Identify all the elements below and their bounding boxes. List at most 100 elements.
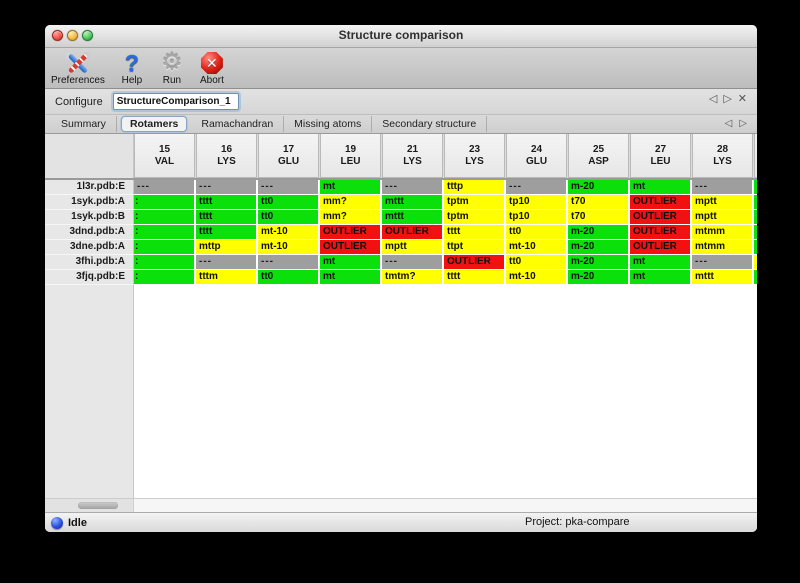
rotamer-cell-partial[interactable] <box>754 270 757 284</box>
rotamer-cell[interactable]: mtmm <box>692 240 752 254</box>
rotamer-cell[interactable]: ttpt <box>444 240 504 254</box>
rotamer-cell[interactable]: m-20 <box>568 255 628 269</box>
preferences-button[interactable]: Preferences <box>51 51 105 86</box>
row-label[interactable]: 3dnd.pdb:A <box>45 225 134 240</box>
rotamer-cell[interactable]: : <box>134 225 194 239</box>
abort-button[interactable]: ✕ Abort <box>199 51 225 86</box>
rotamer-cell[interactable]: tttt <box>196 210 256 224</box>
rotamer-cell[interactable]: tttp <box>444 180 504 194</box>
rotamer-cell[interactable]: --- <box>196 255 256 269</box>
rotamer-cell[interactable]: mt-10 <box>506 270 566 284</box>
minimize-window-button[interactable] <box>67 30 78 41</box>
row-label[interactable]: 1syk.pdb:A <box>45 195 134 210</box>
tab-summary[interactable]: Summary <box>51 116 117 132</box>
rotamer-cell[interactable]: mt-10 <box>258 240 318 254</box>
task-name-input[interactable] <box>112 93 239 110</box>
rotamer-cell[interactable]: mt <box>630 255 690 269</box>
rotamer-cell[interactable]: : <box>134 210 194 224</box>
rotamer-cell[interactable]: OUTLIER <box>630 240 690 254</box>
rotamer-cell[interactable]: tttt <box>196 195 256 209</box>
rotamer-cell[interactable]: mttt <box>382 195 442 209</box>
rotamer-cell[interactable]: tptm <box>444 195 504 209</box>
rotamer-cell[interactable]: --- <box>506 180 566 194</box>
rotamer-cell[interactable]: tt0 <box>258 195 318 209</box>
rotamer-cell[interactable]: --- <box>258 180 318 194</box>
rotamer-cell[interactable]: mt-10 <box>258 225 318 239</box>
rotamer-cell[interactable]: mt <box>320 270 380 284</box>
rotamer-cell[interactable]: m-20 <box>568 270 628 284</box>
rotamer-cell[interactable]: --- <box>134 180 194 194</box>
rotamer-cell-partial[interactable] <box>754 225 757 239</box>
next-task-icon[interactable]: ▷ <box>723 93 732 105</box>
rotamer-cell[interactable]: : <box>134 270 194 284</box>
rotamer-cell[interactable]: mt <box>630 270 690 284</box>
rotamer-cell[interactable]: t70 <box>568 195 628 209</box>
rotamer-cell[interactable]: OUTLIER <box>320 240 380 254</box>
rotamer-cell[interactable]: tp10 <box>506 210 566 224</box>
rotamer-cell[interactable]: --- <box>692 180 752 194</box>
rotamer-cell[interactable]: : <box>134 255 194 269</box>
rotamer-cell[interactable]: mt <box>320 255 380 269</box>
rotamer-cell-partial[interactable] <box>754 195 757 209</box>
rotamer-cell[interactable]: OUTLIER <box>382 225 442 239</box>
rotamer-cell[interactable]: --- <box>692 255 752 269</box>
rotamer-cell-partial[interactable] <box>754 240 757 254</box>
rotamer-cell[interactable]: mptt <box>382 240 442 254</box>
rotamer-cell[interactable]: --- <box>196 180 256 194</box>
rotamer-cell[interactable]: m-20 <box>568 240 628 254</box>
tabs-scroll-right-icon[interactable]: ▷ <box>739 118 747 129</box>
tabs-scroll-left-icon[interactable]: ◁ <box>724 118 733 129</box>
row-label[interactable]: 3dne.pdb:A <box>45 240 134 255</box>
rotamer-cell[interactable]: mttp <box>196 240 256 254</box>
rotamer-cell[interactable]: mm? <box>320 195 380 209</box>
rotamer-cell[interactable]: tmtm? <box>382 270 442 284</box>
rotamer-cell[interactable]: : <box>134 240 194 254</box>
rotamer-cell[interactable]: mptt <box>692 195 752 209</box>
rotamer-cell[interactable]: mptt <box>692 210 752 224</box>
rotamer-cell[interactable]: m-20 <box>568 180 628 194</box>
rotamer-cell[interactable]: mt <box>320 180 380 194</box>
rotamer-cell-partial[interactable] <box>754 210 757 224</box>
rotamer-cell[interactable]: mttt <box>692 270 752 284</box>
previous-task-icon[interactable]: ◁ <box>708 93 718 105</box>
rotamer-cell[interactable]: --- <box>258 255 318 269</box>
rotamer-cell[interactable]: OUTLIER <box>630 195 690 209</box>
rotamer-cell[interactable]: tptm <box>444 210 504 224</box>
tab-ramachandran[interactable]: Ramachandran <box>191 116 285 132</box>
rotamer-cell[interactable]: tt0 <box>258 210 318 224</box>
rotamer-cell[interactable]: tt0 <box>258 270 318 284</box>
rotamer-cell[interactable]: m-20 <box>568 225 628 239</box>
rotamer-cell[interactable]: OUTLIER <box>630 210 690 224</box>
rotamer-cell[interactable]: OUTLIER <box>444 255 504 269</box>
close-window-button[interactable] <box>52 30 63 41</box>
rotamer-cell[interactable]: --- <box>382 255 442 269</box>
rotamer-cell[interactable]: mt <box>630 180 690 194</box>
rotamer-cell[interactable]: : <box>134 195 194 209</box>
row-label[interactable]: 1syk.pdb:B <box>45 210 134 225</box>
tab-missing-atoms[interactable]: Missing atoms <box>284 116 373 132</box>
rotamer-cell[interactable]: mm? <box>320 210 380 224</box>
rotamer-cell[interactable]: mttt <box>382 210 442 224</box>
help-button[interactable]: ? Help <box>119 51 145 86</box>
rotamer-cell[interactable]: tttt <box>444 225 504 239</box>
rotamer-cell[interactable]: OUTLIER <box>630 225 690 239</box>
rotamer-cell[interactable]: mtmm <box>692 225 752 239</box>
close-task-icon[interactable]: ✕ <box>737 93 747 105</box>
zoom-window-button[interactable] <box>82 30 93 41</box>
tab-rotamers[interactable]: Rotamers <box>120 116 188 132</box>
rotamer-cell[interactable]: tt0 <box>506 255 566 269</box>
row-label[interactable]: 3fhi.pdb:A <box>45 255 134 270</box>
run-button[interactable]: ⚙ Run <box>159 51 185 86</box>
scrollbar-thumb[interactable] <box>78 502 118 509</box>
rotamer-cell[interactable]: t70 <box>568 210 628 224</box>
tab-secondary-structure[interactable]: Secondary structure <box>372 116 488 132</box>
rotamer-cell[interactable]: --- <box>382 180 442 194</box>
rotamer-cell-partial[interactable] <box>754 255 757 269</box>
rotamer-cell[interactable]: OUTLIER <box>320 225 380 239</box>
row-label[interactable]: 3fjq.pdb:E <box>45 270 134 285</box>
rotamer-cell[interactable]: tttt <box>196 225 256 239</box>
rotamer-cell[interactable]: tttm <box>196 270 256 284</box>
row-label[interactable]: 1l3r.pdb:E <box>45 180 134 195</box>
rotamer-cell-partial[interactable] <box>754 180 757 194</box>
rotamer-cell[interactable]: tp10 <box>506 195 566 209</box>
